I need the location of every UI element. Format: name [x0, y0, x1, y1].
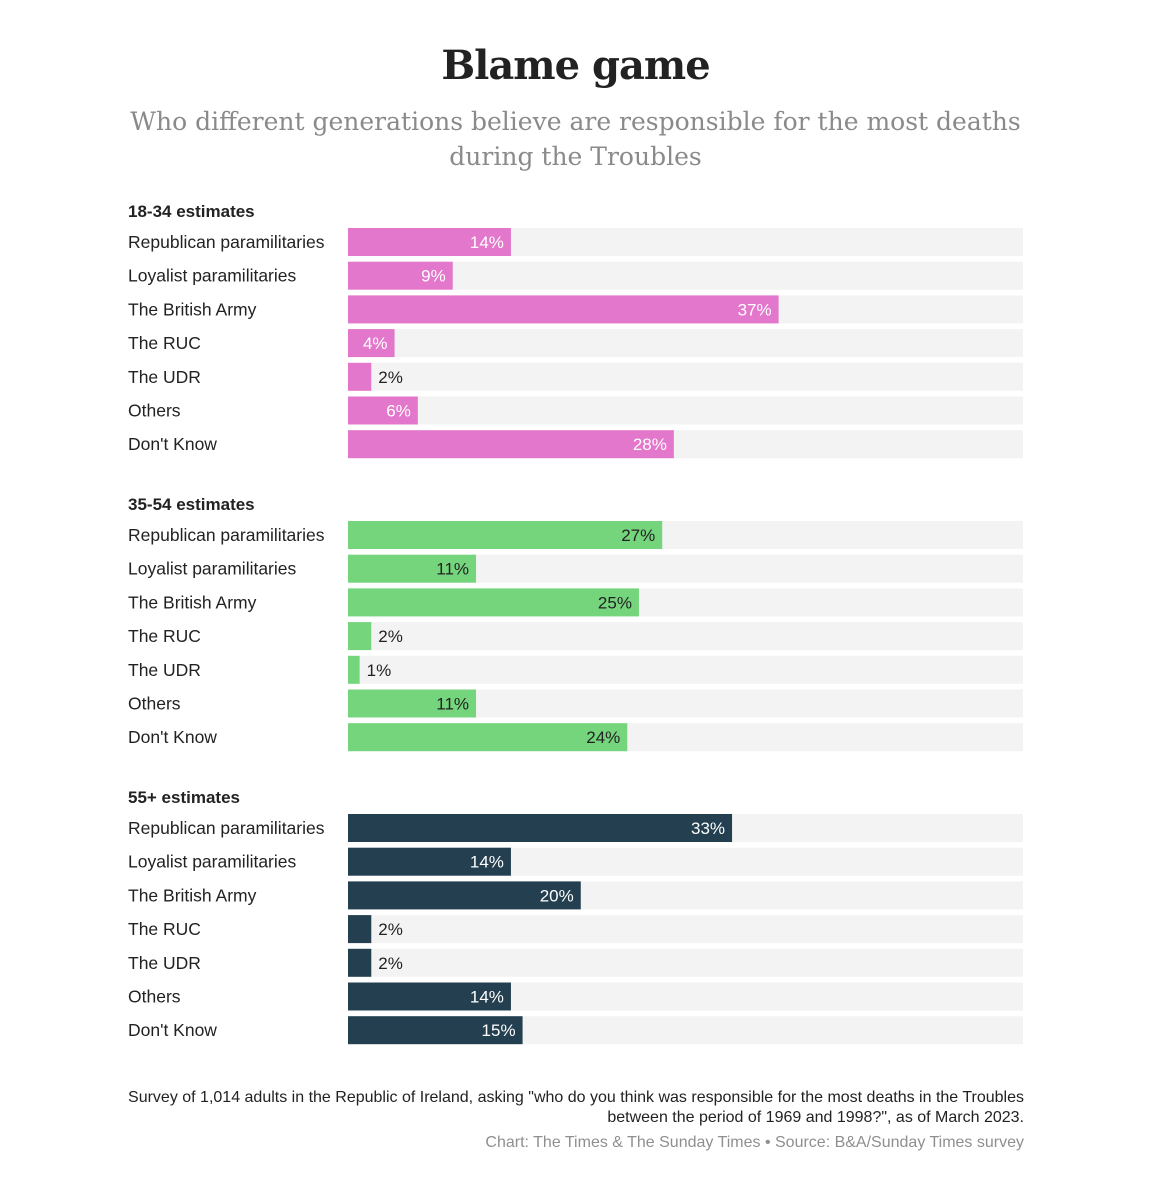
- category-label: The UDR: [128, 367, 201, 387]
- category-label: The RUC: [128, 919, 201, 939]
- data-label: 28%: [633, 435, 667, 454]
- bar-chart-panels: 18-34 estimates Republican paramilitaries…: [128, 202, 1023, 1045]
- bar: [348, 723, 628, 752]
- category-label: Loyalist paramilitaries: [128, 852, 297, 872]
- category-label: Republican paramilitaries: [128, 818, 325, 838]
- data-label: 14%: [470, 988, 504, 1007]
- chart-subtitle: Who different generations believe are re…: [130, 107, 1021, 171]
- bar: [348, 295, 779, 324]
- data-label: 2%: [378, 627, 403, 646]
- data-label: 27%: [621, 526, 655, 545]
- category-label: Others: [128, 694, 181, 714]
- bar: [348, 261, 453, 290]
- data-label: 2%: [378, 368, 403, 387]
- category-label: The RUC: [128, 626, 201, 646]
- data-label: 14%: [470, 233, 504, 252]
- bar: [348, 396, 418, 425]
- bar-track: [348, 915, 1023, 944]
- data-label: 4%: [363, 334, 388, 353]
- panel-title: 18-34 estimates: [128, 202, 255, 221]
- bar: [348, 521, 663, 549]
- data-label: 37%: [738, 300, 772, 319]
- data-label: 1%: [367, 661, 392, 680]
- bar-track: [348, 396, 1023, 425]
- bar: [348, 228, 511, 256]
- bar-track: [348, 655, 1023, 684]
- bar: [348, 915, 372, 944]
- data-label: 20%: [540, 886, 574, 905]
- category-label: Don't Know: [128, 434, 217, 454]
- category-label: Don't Know: [128, 1020, 217, 1040]
- category-label: Republican paramilitaries: [128, 525, 325, 545]
- data-label: 14%: [470, 853, 504, 872]
- data-label: 2%: [378, 920, 403, 939]
- data-label: 9%: [421, 267, 446, 286]
- data-label: 33%: [691, 819, 725, 838]
- bar: [348, 655, 360, 684]
- category-label: The RUC: [128, 333, 201, 353]
- bar: [348, 329, 395, 358]
- data-label: 11%: [436, 695, 469, 714]
- data-label: 25%: [598, 593, 632, 612]
- bar-track: [348, 622, 1023, 651]
- panel-title: 35-54 estimates: [128, 495, 255, 514]
- data-label: 11%: [436, 560, 469, 579]
- bar: [348, 588, 639, 617]
- data-label: 2%: [378, 954, 403, 973]
- bar-track: [348, 362, 1023, 391]
- category-label: Loyalist paramilitaries: [128, 266, 297, 286]
- category-label: Loyalist paramilitaries: [128, 559, 297, 579]
- data-label: 6%: [386, 402, 411, 421]
- bar: [348, 362, 372, 391]
- bar: [348, 622, 372, 651]
- category-label: The British Army: [128, 299, 257, 319]
- bar: [348, 881, 581, 910]
- panel-title: 55+ estimates: [128, 788, 240, 807]
- category-label: The British Army: [128, 592, 257, 612]
- category-label: Others: [128, 987, 181, 1007]
- source-credit: Chart: The Times & The Sunday Times • So…: [485, 1134, 1024, 1151]
- category-label: The British Army: [128, 885, 257, 905]
- bar: [348, 814, 733, 842]
- bar-track: [348, 329, 1023, 358]
- bar-track: [348, 261, 1023, 290]
- category-label: The UDR: [128, 660, 201, 680]
- bar: [348, 1016, 523, 1045]
- data-label: 24%: [586, 728, 620, 747]
- bar: [348, 554, 477, 583]
- bar: [348, 948, 372, 977]
- bar: [348, 689, 477, 718]
- bar-track: [348, 948, 1023, 977]
- category-label: Others: [128, 401, 181, 421]
- bar: [348, 847, 511, 876]
- chart-title: Blame game: [441, 42, 710, 89]
- bar: [348, 430, 674, 459]
- survey-footnote: Survey of 1,014 adults in the Republic o…: [128, 1089, 1024, 1126]
- category-label: Republican paramilitaries: [128, 232, 325, 252]
- data-label: 15%: [482, 1021, 516, 1040]
- category-label: Don't Know: [128, 727, 217, 747]
- bar: [348, 982, 511, 1011]
- category-label: The UDR: [128, 953, 201, 973]
